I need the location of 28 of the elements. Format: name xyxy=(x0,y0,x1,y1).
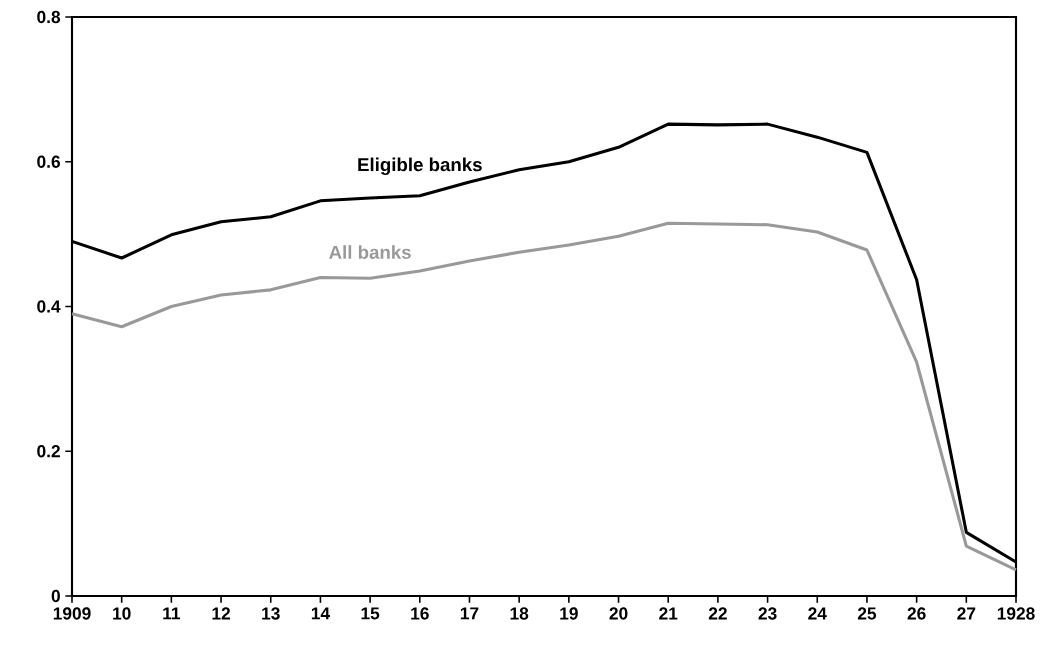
x-tick-label: 13 xyxy=(262,607,280,620)
line-series xyxy=(70,221,1018,572)
x-tick-label: 1928 xyxy=(997,607,1035,620)
x-tick-label: 19 xyxy=(560,607,578,620)
y-tick-label: 0.2 xyxy=(37,445,60,458)
x-tick-label: 23 xyxy=(758,607,777,620)
y-tick-label: 0 xyxy=(51,589,60,603)
y-tick-label: 0.8 xyxy=(37,10,61,24)
series-label: All banks xyxy=(329,245,411,259)
x-tick-label: 11 xyxy=(163,607,181,620)
x-tick-label: 18 xyxy=(510,607,529,620)
x-tick-label: 16 xyxy=(411,607,429,620)
x-tick-label: 22 xyxy=(708,607,727,620)
x-tick-label: 21 xyxy=(659,607,678,620)
x-tick-label: 26 xyxy=(907,607,926,620)
x-tick-label: 12 xyxy=(212,607,230,620)
x-tick-label: 10 xyxy=(113,607,131,620)
y-tick-label: 0.4 xyxy=(37,300,61,313)
x-tick-label: 1909 xyxy=(53,607,91,620)
x-tick-label: 20 xyxy=(609,607,628,620)
x-tick-label: 27 xyxy=(957,607,976,620)
x-tick-label: 14 xyxy=(311,607,330,620)
x-tick-label: 15 xyxy=(361,607,380,620)
series-label: Eligible banks xyxy=(358,157,482,176)
y-tick-label: 0.6 xyxy=(37,155,60,168)
x-tick-label: 24 xyxy=(808,607,827,620)
x-tick-label: 17 xyxy=(460,607,479,620)
x-tick-label: 25 xyxy=(857,607,877,620)
